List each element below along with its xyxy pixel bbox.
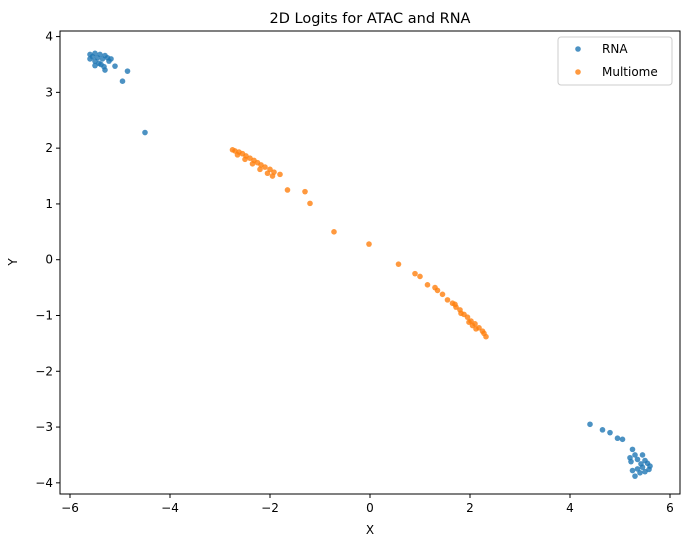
point-multiome <box>249 160 256 167</box>
x-tick-label: −4 <box>161 501 179 515</box>
legend: RNA Multiome <box>557 36 673 86</box>
point-rna <box>119 78 126 85</box>
point-multiome <box>262 164 268 170</box>
point-rna <box>639 452 646 458</box>
point-rna <box>607 429 613 436</box>
x-axis-ticks: −6 −4 −2 0 2 4 6 <box>61 494 674 515</box>
point-rna <box>628 458 634 465</box>
point-multiome <box>412 270 418 277</box>
legend-label-rna: RNA <box>602 42 628 56</box>
point-rna <box>637 470 643 476</box>
legend-box <box>557 36 673 86</box>
point-rna <box>632 473 638 479</box>
legend-marker-rna <box>575 46 581 52</box>
y-axis-ticks: 4 3 2 1 0 −1 −2 −3 −4 <box>35 30 60 490</box>
y-tick-label: 1 <box>45 197 53 211</box>
point-multiome <box>444 297 451 303</box>
y-tick-label: −3 <box>35 420 53 434</box>
point-rna <box>142 129 148 136</box>
point-rna <box>634 456 641 463</box>
x-tick-label: −2 <box>261 501 279 515</box>
point-multiome <box>434 287 441 294</box>
point-multiome <box>307 200 313 207</box>
point-rna <box>112 63 118 69</box>
x-tick-label: 2 <box>466 501 474 515</box>
point-multiome <box>452 301 458 308</box>
point-multiome <box>284 187 291 193</box>
point-rna <box>89 53 96 60</box>
point-rna <box>629 446 636 453</box>
point-multiome <box>257 166 263 173</box>
y-tick-label: −4 <box>35 476 53 490</box>
legend-marker-multiome <box>575 69 581 75</box>
point-rna <box>102 67 108 73</box>
x-tick-label: 4 <box>566 501 574 515</box>
point-multiome <box>234 152 241 158</box>
y-tick-label: 4 <box>45 30 53 44</box>
points-layer <box>87 50 653 479</box>
point-rna <box>632 452 638 458</box>
point-multiome <box>464 314 471 320</box>
point-multiome <box>277 171 283 178</box>
point-multiome <box>481 330 487 337</box>
point-rna <box>124 68 131 74</box>
x-tick-label: −6 <box>61 501 79 515</box>
point-rna <box>99 56 106 62</box>
chart-title: 2D Logits for ATAC and RNA <box>270 11 471 27</box>
point-multiome <box>466 319 472 325</box>
x-tick-label: 0 <box>366 501 374 515</box>
point-multiome <box>469 322 476 329</box>
point-rna <box>599 427 606 433</box>
x-axis-label: X <box>366 523 374 537</box>
point-rna <box>92 62 98 69</box>
y-tick-label: 2 <box>45 141 53 155</box>
y-tick-label: −2 <box>35 364 53 378</box>
point-rna <box>638 461 644 467</box>
point-multiome <box>417 273 423 280</box>
legend-label-multiome: Multiome <box>602 65 658 79</box>
point-multiome <box>366 241 372 247</box>
point-multiome <box>302 188 308 195</box>
point-multiome <box>424 282 431 288</box>
point-multiome <box>242 156 248 163</box>
point-multiome <box>395 261 402 267</box>
y-axis-label: Y <box>6 258 20 267</box>
point-multiome <box>331 229 337 235</box>
point-rna <box>587 421 593 428</box>
point-multiome <box>264 170 271 177</box>
point-rna <box>629 467 636 474</box>
plot-frame <box>59 30 681 495</box>
point-rna <box>619 436 626 443</box>
y-tick-label: −1 <box>35 308 53 322</box>
point-multiome <box>473 326 479 332</box>
point-multiome <box>458 310 464 317</box>
x-tick-label: 6 <box>666 501 674 515</box>
y-tick-label: 0 <box>45 253 53 267</box>
point-rna <box>614 435 621 442</box>
point-rna <box>646 466 652 473</box>
y-tick-label: 3 <box>45 85 53 99</box>
point-multiome <box>269 173 276 179</box>
point-multiome <box>439 291 446 298</box>
point-rna <box>108 56 114 62</box>
